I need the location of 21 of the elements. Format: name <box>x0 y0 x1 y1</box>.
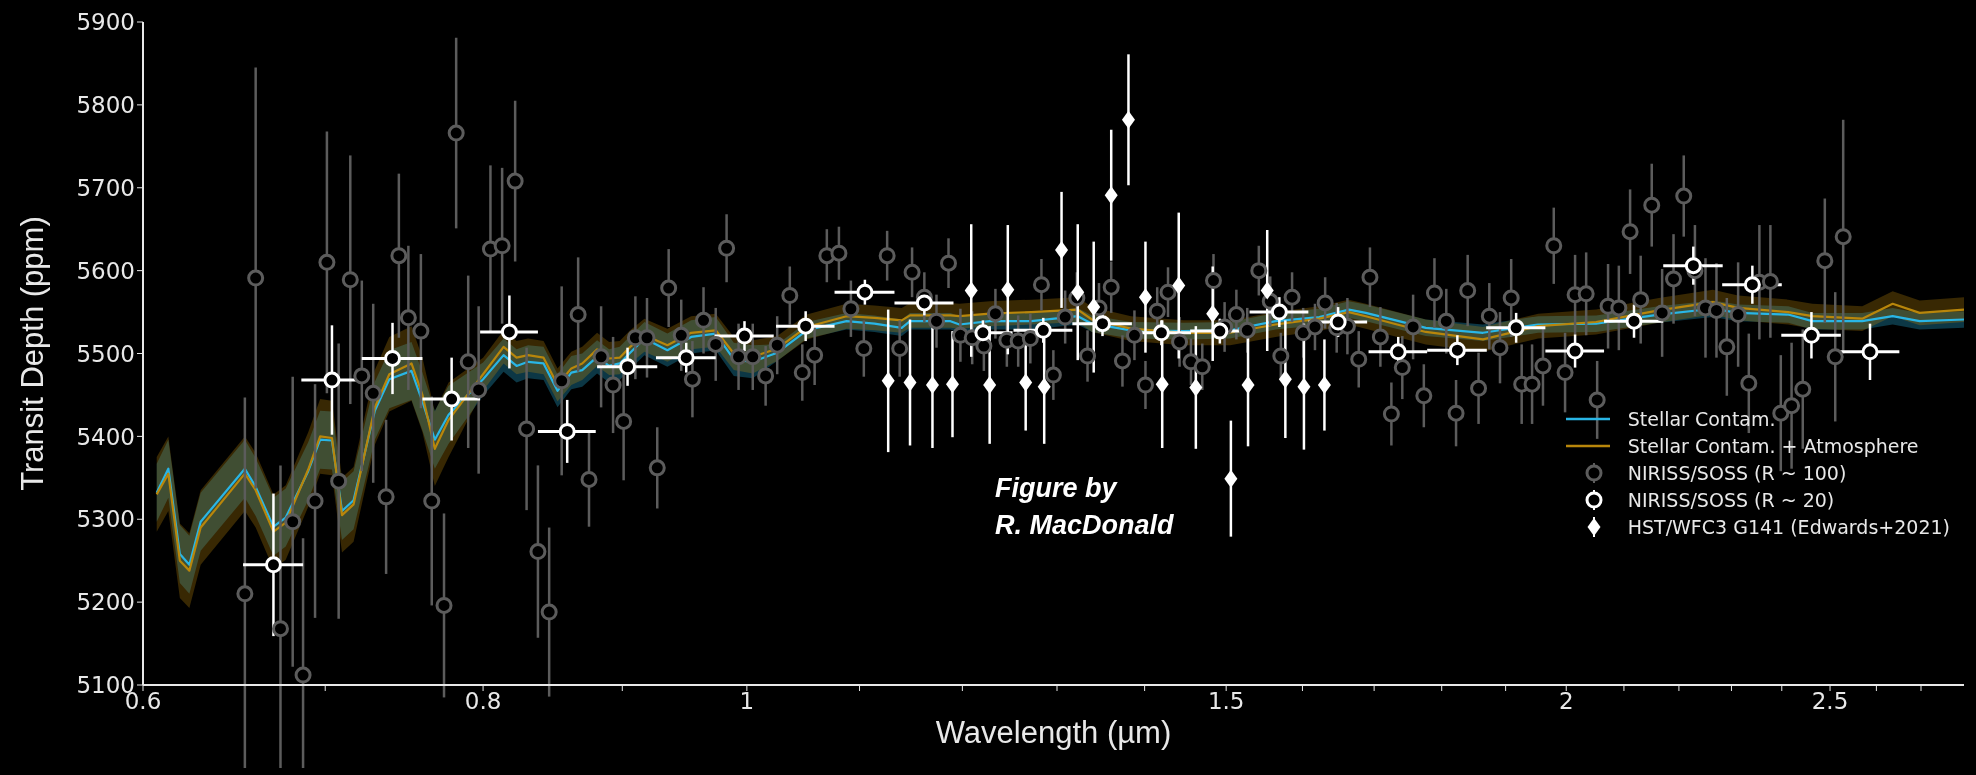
legend-label: Stellar Contam. <box>1627 408 1776 430</box>
y-tick-label: 5300 <box>76 506 135 533</box>
legend-label: NIRISS/SOSS (R ~ 100) <box>1627 462 1847 484</box>
x-tick-label: 2.5 <box>1811 688 1849 715</box>
x-tick-label: 2 <box>1558 688 1574 715</box>
y-tick-label: 5400 <box>76 423 135 450</box>
y-tick-label: 5800 <box>76 92 135 119</box>
x-tick-label: 1.5 <box>1207 688 1245 715</box>
y-axis-title: Transit Depth (ppm) <box>14 216 50 491</box>
legend-label: NIRISS/SOSS (R ~ 20) <box>1627 489 1835 511</box>
y-tick-label: 5600 <box>76 257 135 284</box>
x-tick-label: 0.8 <box>464 688 502 715</box>
x-axis-title: Wavelength (µm) <box>935 715 1172 750</box>
legend-label: Stellar Contam. + Atmosphere <box>1627 435 1919 457</box>
y-tick-label: 5700 <box>76 174 135 201</box>
y-tick-label: 5200 <box>76 589 135 616</box>
y-tick-label: 5900 <box>76 9 135 36</box>
x-tick-label: 1 <box>739 688 755 715</box>
legend-label: HST/WFC3 G141 (Edwards+2021) <box>1627 516 1950 538</box>
annotation: Figure by R. MacDonald <box>995 472 1174 542</box>
y-tick-label: 5500 <box>76 340 135 367</box>
